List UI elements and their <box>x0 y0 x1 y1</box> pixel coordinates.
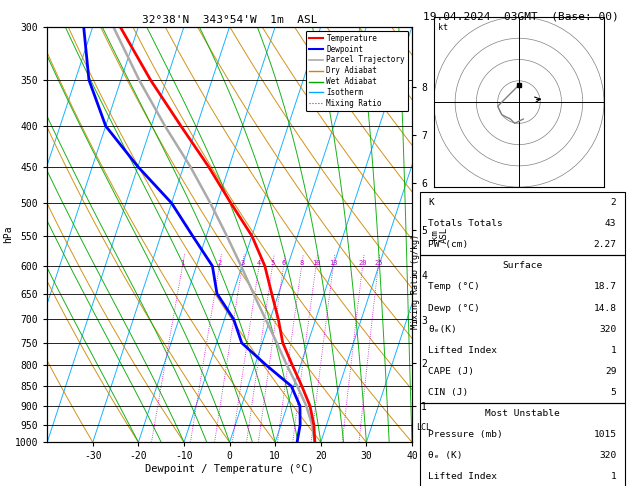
Text: 13: 13 <box>329 260 338 266</box>
Text: Dewp (°C): Dewp (°C) <box>428 304 480 312</box>
Bar <box>420 403 625 486</box>
Text: Lifted Index: Lifted Index <box>428 472 498 482</box>
Text: 320: 320 <box>599 451 616 460</box>
Text: 43: 43 <box>605 219 616 228</box>
Text: Mixing Ratio (g/kg): Mixing Ratio (g/kg) <box>411 234 420 330</box>
Text: K: K <box>428 198 434 207</box>
Text: Temp (°C): Temp (°C) <box>428 282 480 292</box>
Text: 19.04.2024  03GMT  (Base: 00): 19.04.2024 03GMT (Base: 00) <box>423 11 619 21</box>
Text: 2: 2 <box>611 198 616 207</box>
Text: CIN (J): CIN (J) <box>428 388 469 397</box>
Text: Lifted Index: Lifted Index <box>428 346 498 355</box>
Text: 5: 5 <box>270 260 275 266</box>
Y-axis label: km
ASL: km ASL <box>430 226 449 243</box>
Text: LCL: LCL <box>416 423 431 432</box>
Text: 5: 5 <box>611 388 616 397</box>
Text: 4: 4 <box>257 260 261 266</box>
X-axis label: Dewpoint / Temperature (°C): Dewpoint / Temperature (°C) <box>145 464 314 474</box>
Text: 20: 20 <box>359 260 367 266</box>
Text: Totals Totals: Totals Totals <box>428 219 503 228</box>
Y-axis label: hPa: hPa <box>3 226 13 243</box>
Text: 14.8: 14.8 <box>593 304 616 312</box>
Text: 2.27: 2.27 <box>593 240 616 249</box>
Text: Most Unstable: Most Unstable <box>485 409 560 418</box>
Text: 1: 1 <box>611 472 616 482</box>
Text: CAPE (J): CAPE (J) <box>428 367 474 376</box>
Text: Pressure (mb): Pressure (mb) <box>428 430 503 439</box>
Text: Surface: Surface <box>503 261 542 270</box>
Bar <box>420 255 625 403</box>
Text: 25: 25 <box>374 260 382 266</box>
Title: 32°38'N  343°54'W  1m  ASL: 32°38'N 343°54'W 1m ASL <box>142 15 318 25</box>
Text: 1: 1 <box>611 346 616 355</box>
Text: 8: 8 <box>299 260 304 266</box>
Text: 18.7: 18.7 <box>593 282 616 292</box>
Text: kt: kt <box>438 23 448 32</box>
Text: PW (cm): PW (cm) <box>428 240 469 249</box>
Text: 29: 29 <box>605 367 616 376</box>
Text: θₑ(K): θₑ(K) <box>428 325 457 334</box>
Bar <box>420 192 625 255</box>
Text: 10: 10 <box>312 260 320 266</box>
Text: 1: 1 <box>181 260 185 266</box>
Text: 320: 320 <box>599 325 616 334</box>
Text: 1015: 1015 <box>593 430 616 439</box>
Legend: Temperature, Dewpoint, Parcel Trajectory, Dry Adiabat, Wet Adiabat, Isotherm, Mi: Temperature, Dewpoint, Parcel Trajectory… <box>306 31 408 111</box>
Text: 3: 3 <box>240 260 245 266</box>
Text: 2: 2 <box>217 260 221 266</box>
Text: θₑ (K): θₑ (K) <box>428 451 463 460</box>
Text: 6: 6 <box>282 260 286 266</box>
